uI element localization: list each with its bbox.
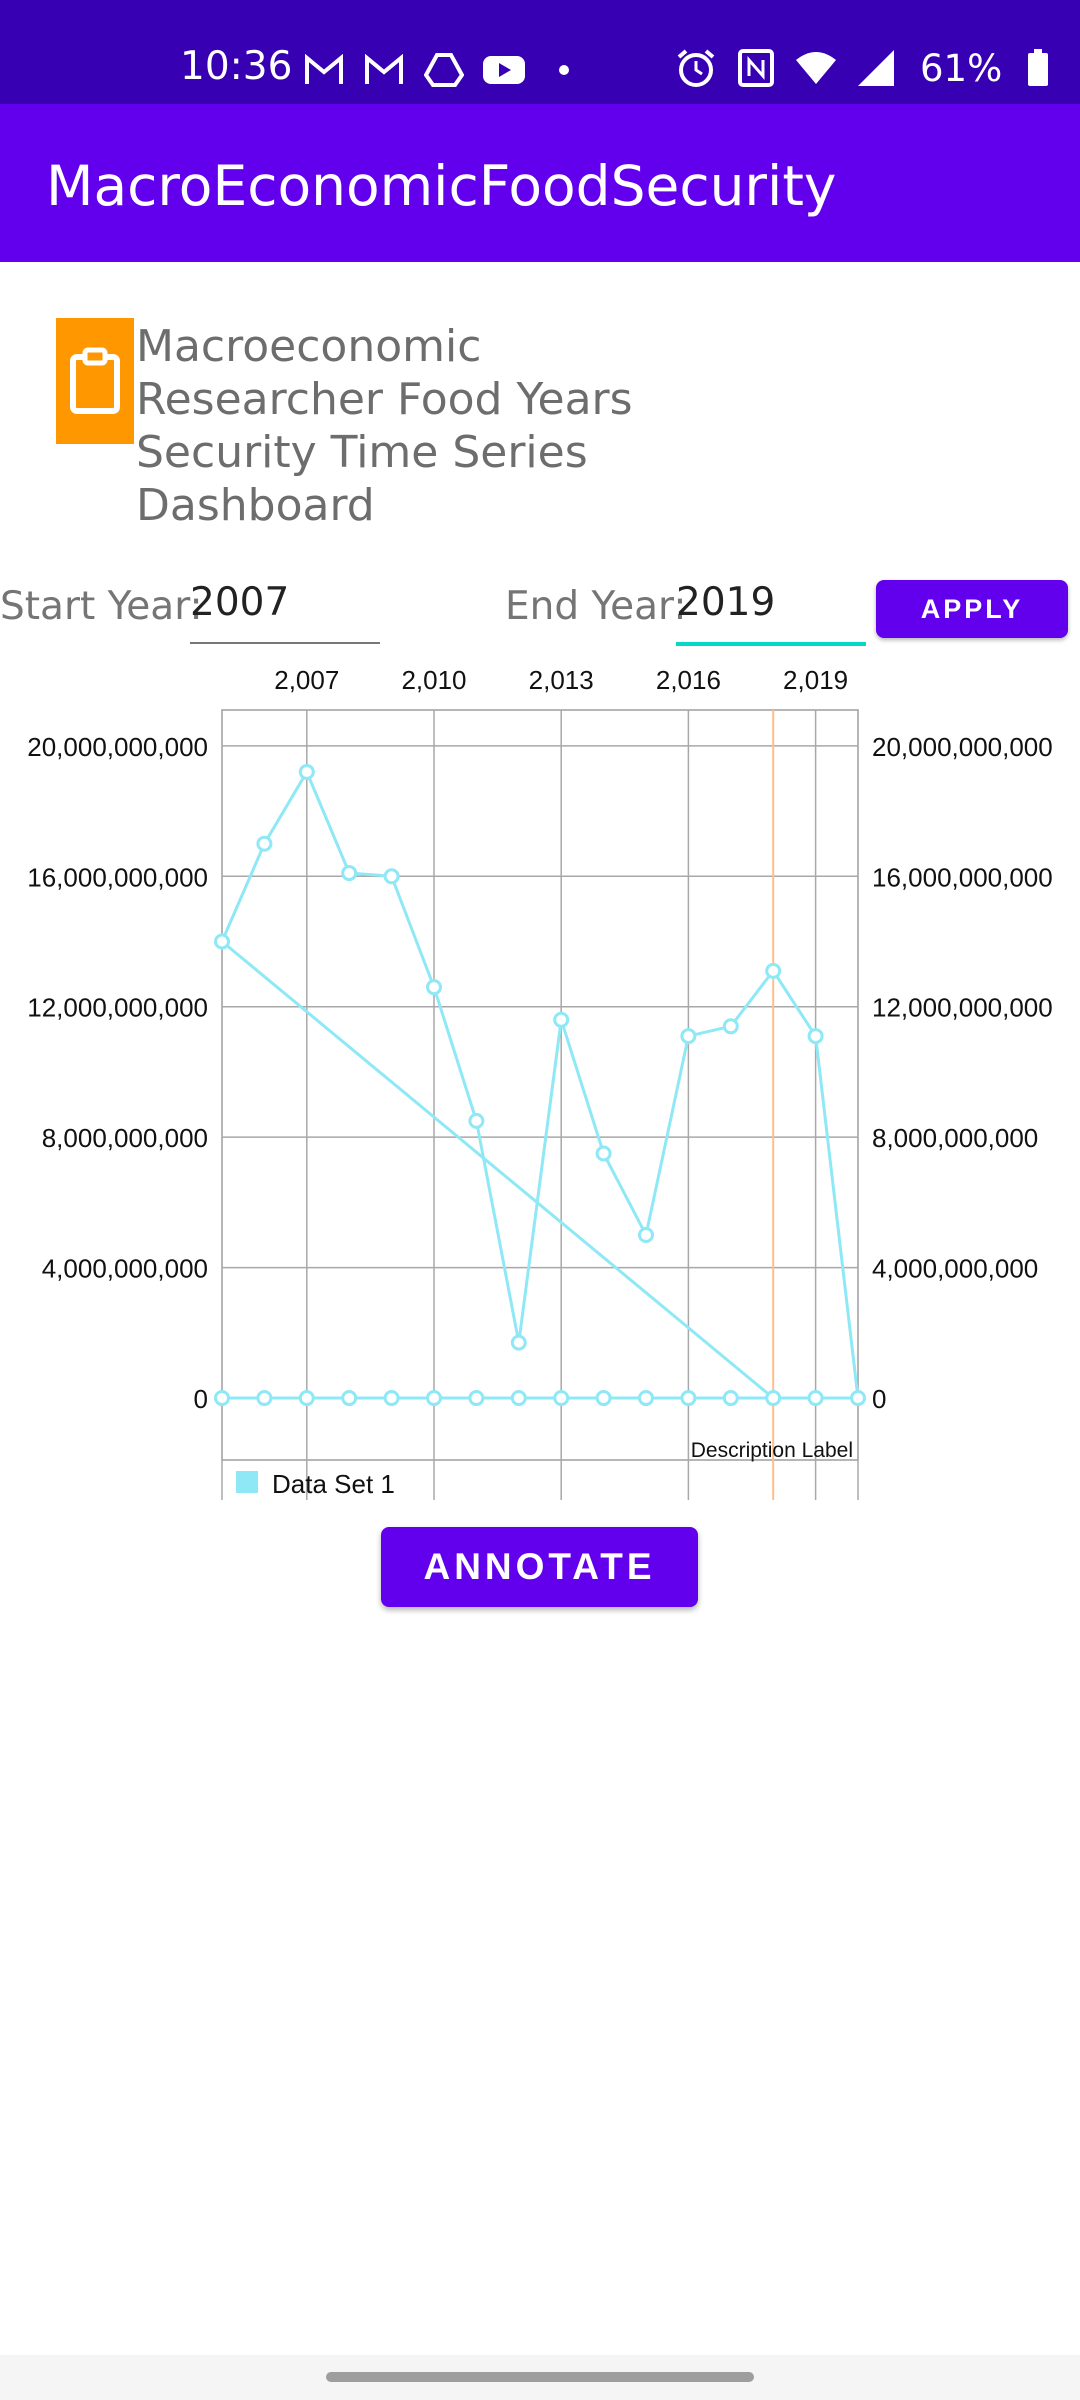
data-point bbox=[680, 1028, 697, 1045]
y-tick-label-left: 12,000,000,000 bbox=[27, 993, 208, 1023]
chart-canvas[interactable]: 20,000,000,000 20,000,000,000 16,000,000,0… bbox=[0, 650, 1080, 1510]
data-point bbox=[595, 1390, 612, 1407]
data-point bbox=[341, 865, 358, 882]
x-tick-label: 2,016 bbox=[656, 665, 721, 695]
status-bar: 10:36 61% bbox=[0, 0, 1080, 104]
data-point bbox=[553, 1390, 570, 1407]
y-tick-label-left: 4,000,000,000 bbox=[42, 1254, 208, 1284]
data-point bbox=[383, 868, 400, 885]
data-point bbox=[722, 1390, 739, 1407]
start-year-label: Start Year: bbox=[0, 584, 203, 629]
data-point bbox=[722, 1018, 739, 1035]
data-point bbox=[468, 1112, 485, 1129]
y-tick-label-right: 20,000,000,000 bbox=[872, 732, 1053, 762]
y-tick-label-left: 16,000,000,000 bbox=[27, 862, 208, 892]
annotate-button[interactable]: ANNOTATE bbox=[381, 1527, 698, 1607]
app-bar: MacroEconomicFoodSecurity bbox=[0, 104, 1080, 262]
end-year-label: End Year: bbox=[505, 584, 687, 629]
signal-icon bbox=[852, 44, 900, 92]
data-point bbox=[510, 1390, 527, 1407]
data-point bbox=[807, 1390, 824, 1407]
data-point bbox=[765, 1390, 782, 1407]
apply-button[interactable]: APPLY bbox=[876, 580, 1068, 638]
x-tick-label: 2,010 bbox=[401, 665, 466, 695]
status-time: 10:36 bbox=[180, 44, 293, 89]
data-point bbox=[214, 933, 230, 950]
data-point bbox=[298, 1390, 315, 1407]
plot-border bbox=[221, 709, 859, 1461]
x-tick-label: 2,007 bbox=[274, 665, 339, 695]
battery-percent: 61% bbox=[920, 46, 1003, 90]
data-point bbox=[638, 1390, 654, 1407]
data-point bbox=[510, 1334, 527, 1351]
data-point bbox=[595, 1145, 612, 1162]
gmail-icon bbox=[360, 46, 408, 94]
description-label: Description Label bbox=[691, 1439, 853, 1462]
data-point bbox=[850, 1390, 866, 1407]
dot-icon bbox=[540, 46, 588, 94]
data-point bbox=[341, 1390, 358, 1407]
end-year-input[interactable]: 2019 bbox=[676, 580, 866, 646]
dashboard-title: Macroeconomic Researcher Food Years Secu… bbox=[136, 321, 633, 531]
y-tick-label-right: 0 bbox=[872, 1384, 886, 1414]
app-title: MacroEconomicFoodSecurity bbox=[46, 154, 837, 218]
data-point bbox=[256, 1390, 273, 1407]
x-tick-label: 2,019 bbox=[783, 665, 848, 695]
data-point bbox=[426, 979, 442, 996]
data-point bbox=[426, 1390, 442, 1407]
data-point bbox=[638, 1227, 654, 1243]
legend-swatch bbox=[236, 1471, 258, 1493]
y-tick-label-left: 8,000,000,000 bbox=[42, 1123, 208, 1153]
data-point bbox=[807, 1028, 824, 1045]
clipboard-icon bbox=[56, 318, 134, 444]
gmail-icon bbox=[300, 46, 348, 94]
y-tick-label-left: 0 bbox=[194, 1384, 208, 1414]
data-point bbox=[383, 1390, 400, 1407]
data-point bbox=[256, 835, 273, 852]
drive-icon bbox=[420, 46, 468, 94]
home-gesture-handle[interactable] bbox=[326, 2372, 754, 2382]
nfc-icon bbox=[732, 44, 780, 92]
data-point bbox=[468, 1390, 485, 1407]
data-point bbox=[214, 1390, 230, 1407]
data-point bbox=[680, 1390, 697, 1407]
y-tick-label-right: 12,000,000,000 bbox=[872, 993, 1053, 1023]
data-point bbox=[765, 962, 782, 979]
wifi-icon bbox=[792, 44, 840, 92]
data-point bbox=[553, 1011, 570, 1028]
y-tick-label-left: 20,000,000,000 bbox=[27, 732, 208, 762]
series-line bbox=[220, 768, 860, 1400]
line-chart[interactable]: 20,000,000,000 20,000,000,000 16,000,000,0… bbox=[0, 650, 1080, 1510]
youtube-icon bbox=[480, 46, 528, 94]
start-year-input[interactable]: 2007 bbox=[190, 580, 380, 644]
y-tick-label-right: 8,000,000,000 bbox=[872, 1123, 1038, 1153]
data-point bbox=[298, 763, 315, 780]
alarm-icon bbox=[672, 44, 720, 92]
x-tick-label: 2,013 bbox=[529, 665, 594, 695]
y-tick-label-right: 16,000,000,000 bbox=[872, 862, 1053, 892]
legend-label: Data Set 1 bbox=[272, 1469, 395, 1499]
y-tick-label-right: 4,000,000,000 bbox=[872, 1254, 1038, 1284]
battery-icon bbox=[1014, 44, 1062, 92]
